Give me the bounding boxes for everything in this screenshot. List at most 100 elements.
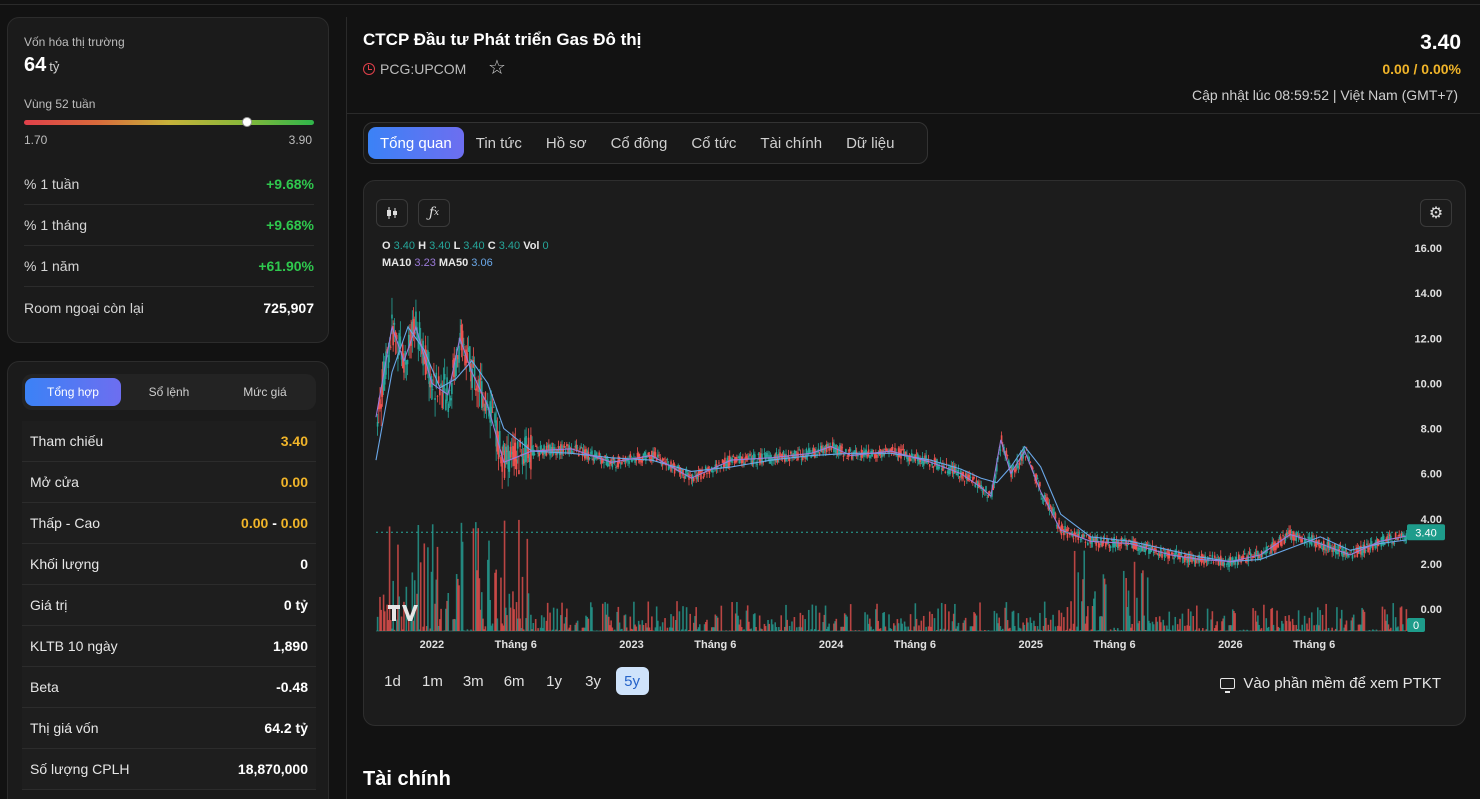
volume-bar — [694, 616, 696, 631]
candle-body — [1088, 536, 1090, 540]
volume-bar — [1160, 622, 1162, 631]
volume-bar — [731, 602, 733, 631]
tab-shareholders[interactable]: Cổ đông — [610, 134, 668, 152]
candle-body — [1122, 539, 1125, 541]
volume-bar — [1116, 628, 1119, 631]
candle-body — [1367, 545, 1369, 553]
candle-body — [483, 408, 485, 410]
candle-body — [854, 450, 857, 454]
candle-body — [515, 459, 518, 470]
volume-bar — [1258, 624, 1260, 631]
volume-bar — [1381, 606, 1384, 631]
tab-so-lenh[interactable]: Sổ lệnh — [148, 385, 190, 399]
volume-bar — [647, 601, 650, 631]
candle-body — [1211, 554, 1214, 560]
candle-body — [1265, 546, 1268, 554]
candlestick-icon[interactable] — [376, 199, 408, 227]
candle-body — [647, 452, 650, 456]
tab-finance[interactable]: Tài chính — [760, 134, 823, 152]
volume-bar — [537, 628, 539, 631]
volume-bar — [496, 618, 499, 631]
volume-bar — [688, 630, 690, 631]
open-technical-analysis-link[interactable]: Vào phần mềm để xem PTKT — [1220, 675, 1441, 693]
volume-bar — [1168, 611, 1171, 631]
candle-body — [1396, 539, 1398, 541]
volume-bar — [931, 613, 933, 631]
volume-bar — [869, 618, 871, 631]
candle-body — [894, 447, 896, 454]
tab-profile[interactable]: Hồ sơ — [545, 134, 587, 152]
period-3y[interactable]: 3y — [585, 672, 601, 690]
volume-bar — [606, 603, 609, 631]
volume-bar — [890, 628, 893, 631]
volume-bar — [1360, 624, 1362, 631]
tab-overview[interactable]: Tổng quan — [368, 127, 464, 159]
volume-bar — [1384, 609, 1386, 631]
volume-bar — [1057, 625, 1059, 631]
candle-body — [721, 459, 724, 463]
period-6m[interactable]: 6m — [503, 672, 525, 690]
volume-bar — [788, 625, 791, 631]
volume-bar — [616, 611, 618, 631]
volume-bar — [748, 621, 750, 631]
volume-bar — [1194, 629, 1197, 631]
candle-body — [733, 458, 736, 464]
candle-body — [677, 465, 680, 469]
volume-bar — [825, 629, 828, 631]
candle-body — [1361, 551, 1363, 556]
tab-tong-hop[interactable]: Tổng hợp — [25, 378, 121, 406]
candle-body — [399, 336, 402, 348]
candle-body — [454, 362, 457, 377]
period-5y[interactable]: 5y — [615, 667, 649, 695]
candle-body — [630, 458, 633, 462]
period-3m[interactable]: 3m — [462, 672, 484, 690]
candle-body — [857, 454, 859, 457]
candle-body — [798, 449, 800, 451]
candle-body — [706, 472, 708, 474]
volume-bar — [1060, 612, 1063, 631]
tab-news[interactable]: Tin tức — [475, 134, 522, 152]
candle-body — [622, 458, 624, 461]
candle-body — [934, 460, 937, 465]
period-1m[interactable]: 1m — [422, 672, 443, 690]
volume-bar — [1034, 626, 1036, 631]
volume-bar — [666, 627, 669, 631]
tab-dividends[interactable]: Cổ tức — [691, 134, 737, 152]
volume-bar — [1400, 606, 1403, 631]
x-tick-label: Tháng 6 — [894, 639, 936, 651]
gear-icon[interactable]: ⚙ — [1420, 199, 1452, 227]
current-price: 3.40 — [1420, 31, 1461, 54]
tab-data[interactable]: Dữ liệu — [846, 134, 895, 152]
candle-body — [940, 468, 943, 471]
volume-bar — [1233, 610, 1235, 631]
candle-body — [1116, 540, 1119, 548]
period-1y[interactable]: 1y — [546, 672, 562, 690]
volume-bar — [904, 626, 907, 631]
candle-body — [566, 444, 568, 447]
volume-bar — [841, 626, 844, 631]
price-chart[interactable]: 16.00 14.00 12.00 10.00 8.00 6.00 4.00 2.00 0.00… — [364, 181, 1467, 661]
volume-bar — [601, 603, 604, 631]
candle-body — [1181, 556, 1184, 558]
volume-bar — [425, 626, 428, 631]
candle-body — [1303, 539, 1306, 544]
volume-bar — [710, 627, 713, 631]
candle-body — [1079, 539, 1082, 540]
volume-bar — [939, 628, 942, 631]
candle-body — [411, 321, 414, 338]
candle-body — [658, 454, 660, 456]
candle-body — [406, 359, 409, 365]
volume-bar — [637, 620, 640, 631]
period-1d[interactable]: 1d — [384, 672, 401, 690]
volume-bar — [807, 609, 810, 631]
candle-body — [1326, 541, 1329, 549]
star-icon[interactable]: ☆ — [488, 57, 506, 79]
volume-bar — [1146, 577, 1149, 631]
tab-muc-gia[interactable]: Mức giá — [243, 385, 287, 399]
candle-body — [1372, 545, 1374, 551]
volume-bar — [828, 623, 830, 631]
candle-body — [931, 462, 933, 466]
candle-body — [585, 449, 587, 457]
volume-bar — [1339, 618, 1342, 631]
